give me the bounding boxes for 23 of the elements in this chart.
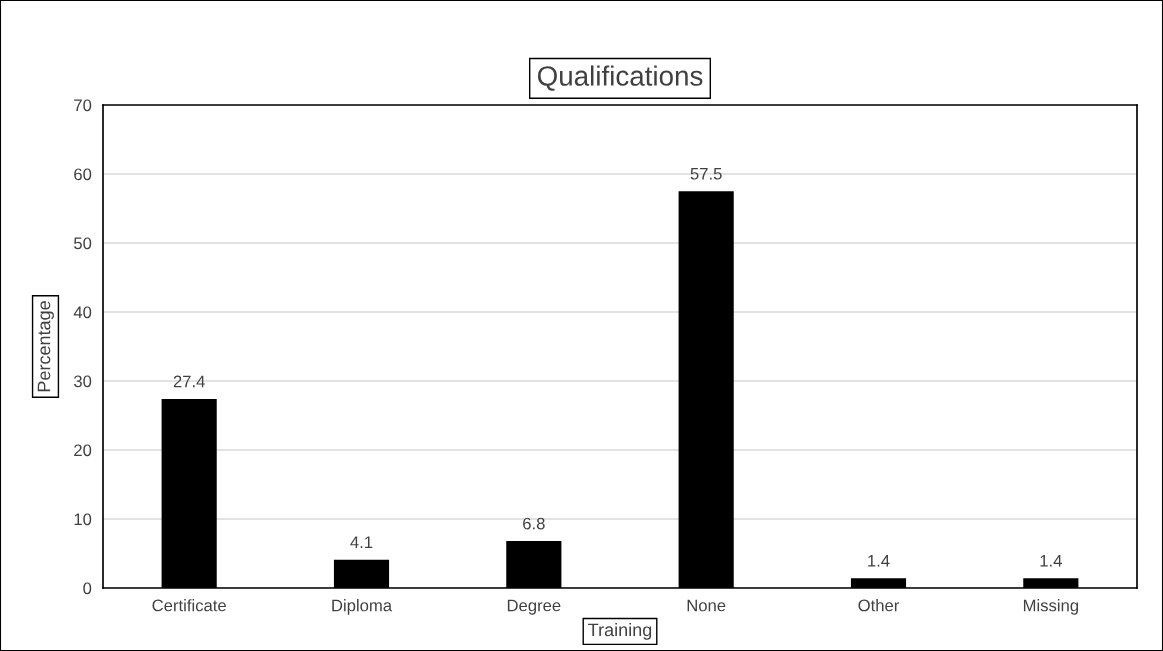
y-tick-label: 30 — [73, 375, 92, 388]
x-tick-label: Diploma — [332, 599, 393, 615]
x-tick-label: Degree — [507, 599, 561, 615]
data-label: 27.4 — [173, 375, 205, 388]
x-tick-label: Missing — [1023, 599, 1079, 615]
y-tick-label: 20 — [74, 444, 92, 457]
data-label: 1.4 — [868, 555, 890, 567]
chart-title: Qualifications — [537, 65, 703, 91]
y-tick-label: 40 — [73, 306, 92, 319]
data-label: 1.4 — [1040, 555, 1062, 567]
y-tick-label: 60 — [74, 168, 92, 181]
x-tick-label: Other — [858, 599, 900, 612]
y-axis-title: Percentage — [37, 301, 54, 392]
x-axis-title: Training — [588, 622, 652, 640]
data-label: 57.5 — [690, 167, 722, 180]
y-tick-label: 0 — [83, 582, 92, 595]
x-tick-label: None — [687, 599, 726, 612]
y-tick-label: 70 — [74, 99, 92, 112]
y-tick-label: 50 — [74, 237, 92, 250]
y-tick-label: 10 — [74, 513, 92, 526]
data-label: 6.8 — [523, 517, 545, 530]
data-label: 4.1 — [350, 536, 373, 548]
x-tick-label: Certificate — [152, 599, 226, 612]
